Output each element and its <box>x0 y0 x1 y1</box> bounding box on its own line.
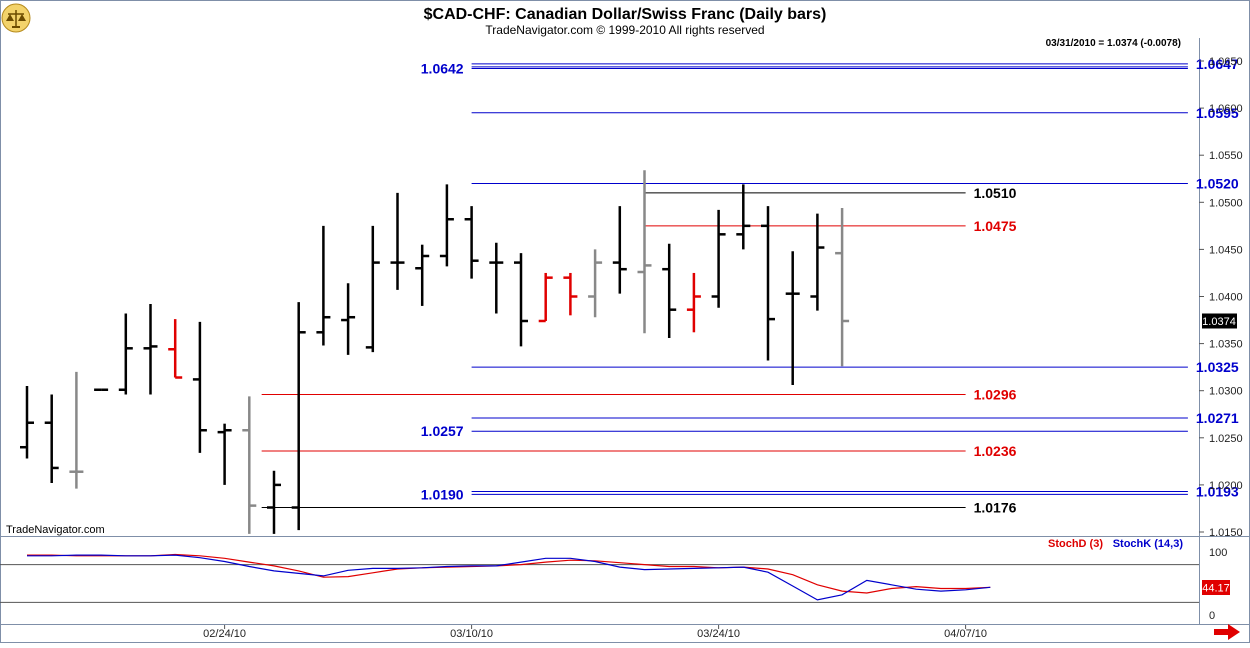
last-price-tag-label: 1.0374 <box>1202 316 1236 328</box>
stoch-tick-label: 100 <box>1209 547 1227 559</box>
ohlc-bar <box>168 319 183 379</box>
ohlc-bar <box>612 206 627 294</box>
chart-title: $CAD-CHF: Canadian Dollar/Swiss Franc (D… <box>424 6 827 23</box>
date-tick-label: 03/24/10 <box>697 628 740 640</box>
price-tick-label: 1.0550 <box>1209 150 1243 162</box>
ohlc-bar <box>588 249 603 318</box>
level-label: 1.0193 <box>1196 483 1239 499</box>
ohlc-bar <box>390 192 405 290</box>
ohlc-bar <box>242 396 257 534</box>
stoch-tick-label: 0 <box>1209 610 1215 622</box>
stochastic-panel <box>0 553 1199 603</box>
ohlc-bar <box>341 283 356 355</box>
ohlc-bar <box>365 225 380 353</box>
price-tick-label: 1.0350 <box>1209 339 1243 351</box>
price-readout: 03/31/2010 = 1.0374 (-0.0078) <box>1046 38 1181 49</box>
level-label: 1.0642 <box>421 61 464 77</box>
ohlc-bar <box>20 385 34 459</box>
stochd-line <box>27 553 991 594</box>
legend-stochk: StochK (14,3) <box>1113 538 1184 550</box>
price-tick-label: 1.0600 <box>1209 103 1243 115</box>
price-tick-label: 1.0250 <box>1209 433 1243 445</box>
ohlc-bar <box>538 272 553 323</box>
ohlc-bar <box>118 313 133 395</box>
legend-stochd: StochD (3) <box>1048 538 1103 550</box>
level-label: 1.0236 <box>974 443 1017 459</box>
price-tick-label: 1.0150 <box>1209 527 1243 539</box>
price-tick-label: 1.0200 <box>1209 480 1243 492</box>
ohlc-bar <box>69 371 84 489</box>
bars-layer <box>20 170 850 534</box>
level-label: 1.0190 <box>421 486 464 502</box>
stoch-value-label: 44.17 <box>1202 583 1230 595</box>
price-tick-label: 1.0400 <box>1209 292 1243 304</box>
level-label: 1.0510 <box>974 185 1017 201</box>
ohlc-bar <box>44 394 59 484</box>
ohlc-bar <box>316 225 331 346</box>
level-label: 1.0296 <box>974 386 1017 402</box>
brand-label: TradeNavigator.com <box>6 524 105 536</box>
ohlc-bar <box>464 206 479 279</box>
ohlc-bar <box>761 206 775 361</box>
level-label: 1.0595 <box>1196 105 1239 121</box>
date-tick-label: 04/07/10 <box>944 628 987 640</box>
level-label: 1.0647 <box>1196 56 1239 72</box>
price-tick-label: 1.0450 <box>1209 244 1243 256</box>
ohlc-bar <box>291 302 306 531</box>
chart-subtitle: TradeNavigator.com © 1999-2010 All right… <box>485 23 764 37</box>
stochk-line <box>27 554 991 601</box>
ohlc-bar <box>711 209 726 308</box>
level-label: 1.0325 <box>1196 359 1239 375</box>
date-tick-label: 02/24/10 <box>203 628 246 640</box>
price-tick-label: 1.0300 <box>1209 386 1243 398</box>
ohlc-bar <box>662 243 677 338</box>
scroll-right-arrow-icon[interactable] <box>1214 624 1240 640</box>
ohlc-bar <box>686 272 701 333</box>
level-label: 1.0257 <box>421 423 464 439</box>
ohlc-bar <box>637 170 652 334</box>
level-label: 1.0475 <box>974 218 1017 234</box>
ohlc-bar <box>514 253 528 347</box>
ohlc-bar <box>217 423 232 485</box>
ohlc-bar <box>143 304 158 395</box>
price-tick-label: 1.0500 <box>1209 197 1243 209</box>
ohlc-bar <box>810 213 825 311</box>
level-label: 1.0520 <box>1196 175 1239 191</box>
date-tick-label: 03/10/10 <box>450 628 493 640</box>
date-axis: 02/24/10 03/10/10 03/24/10 04/07/10 <box>203 625 987 640</box>
ohlc-bar <box>736 184 751 250</box>
last-price-tag: 1.0374 <box>1202 313 1237 329</box>
scales-logo-icon <box>1 3 31 33</box>
level-label: 1.0271 <box>1196 410 1239 426</box>
levels-layer: 1.0647 1.0642 1.0595 1.0520 1.0510 1.0475 1.03… <box>261 56 1239 516</box>
stoch-value-tag: 44.17 <box>1202 580 1230 595</box>
price-tick-label: 1.0650 <box>1209 56 1243 68</box>
ohlc-bar <box>563 272 578 316</box>
price-axis: 1.0650 1.0600 1.0550 1.0500 1.0450 1.0400 1.03… <box>1199 56 1243 622</box>
ohlc-bar <box>489 242 504 314</box>
ohlc-bar <box>267 470 281 534</box>
ohlc-bar <box>835 207 850 367</box>
ohlc-bar <box>439 184 454 267</box>
ohlc-bar <box>192 321 207 453</box>
ohlc-bar <box>785 251 800 386</box>
ohlc-bar <box>415 244 430 306</box>
level-label: 1.0176 <box>974 500 1017 516</box>
